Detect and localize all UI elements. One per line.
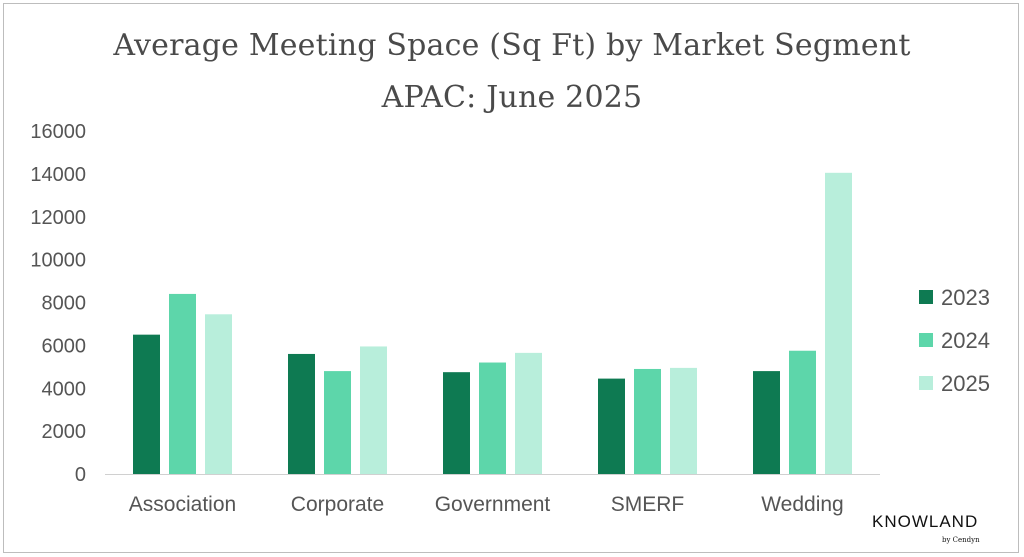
y-tick-label: 10000 <box>30 250 86 272</box>
legend-label-2024: 2024 <box>941 328 990 353</box>
y-tick-label: 14000 <box>30 164 86 186</box>
x-tick-label: Association <box>129 493 236 516</box>
legend-label-2025: 2025 <box>941 371 990 396</box>
brand-logo-name: KNOWLAND <box>872 512 979 531</box>
legend-label-2023: 2023 <box>941 285 990 310</box>
x-tick-label: Wedding <box>761 493 844 516</box>
y-tick-label: 6000 <box>42 335 87 357</box>
y-tick-label: 16000 <box>30 121 86 143</box>
bar-wedding-2024 <box>789 350 816 474</box>
y-tick-label: 8000 <box>42 293 87 315</box>
chart-subtitle: APAC: June 2025 <box>381 80 643 115</box>
bar-smerf-2024 <box>634 368 661 474</box>
legend-swatch-2025 <box>919 376 933 390</box>
bar-wedding-2025 <box>825 172 852 474</box>
bar-association-2023 <box>133 334 160 474</box>
bar-corporate-2024 <box>324 371 351 474</box>
legend-swatch-2023 <box>919 290 933 304</box>
bar-government-2023 <box>443 372 470 474</box>
x-tick-label: SMERF <box>611 493 685 516</box>
bar-smerf-2023 <box>598 378 625 474</box>
bar-association-2024 <box>169 293 196 474</box>
bar-corporate-2023 <box>288 353 315 474</box>
bar-association-2025 <box>205 314 232 474</box>
brand-logo-tagline: by Cendyn <box>942 536 980 544</box>
y-tick-label: 0 <box>75 464 86 486</box>
bar-smerf-2025 <box>670 367 697 474</box>
chart-title: Average Meeting Space (Sq Ft) by Market … <box>113 28 911 63</box>
bar-corporate-2025 <box>360 346 387 474</box>
bar-wedding-2023 <box>753 371 780 474</box>
x-tick-label: Corporate <box>291 493 384 516</box>
x-tick-label: Government <box>435 493 551 516</box>
y-tick-label: 2000 <box>42 421 87 443</box>
bar-government-2024 <box>479 362 506 474</box>
y-tick-label: 12000 <box>30 207 86 229</box>
y-tick-label: 4000 <box>42 378 87 400</box>
legend-swatch-2024 <box>919 333 933 347</box>
bar-government-2025 <box>515 352 542 474</box>
